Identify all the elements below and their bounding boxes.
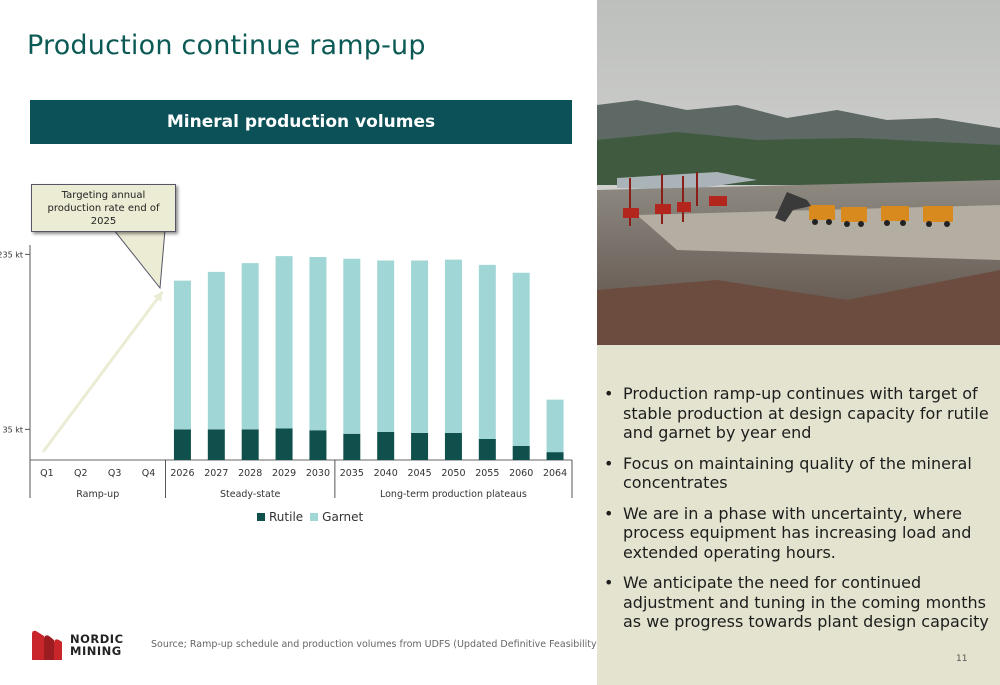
x-tick-label: Q3 xyxy=(108,468,122,479)
x-tick-label: 2027 xyxy=(204,468,228,479)
bullet-text: We are in a phase with uncertainty, wher… xyxy=(623,503,972,562)
bar-rutile-2060 xyxy=(512,446,530,460)
bar-rutile-2064 xyxy=(546,452,564,460)
bar-garnet-2050 xyxy=(444,259,462,433)
x-tick-label: Q2 xyxy=(74,468,88,479)
callout-box: Targeting annual production rate end of … xyxy=(31,184,176,232)
bar-rutile-2030 xyxy=(309,430,327,460)
quarry-photo xyxy=(597,0,1000,345)
bullet-text: Focus on maintaining quality of the mine… xyxy=(623,453,972,493)
legend-garnet-swatch xyxy=(310,513,319,521)
bar-rutile-2050 xyxy=(444,432,462,460)
x-tick-label: 2050 xyxy=(441,468,465,479)
y-tick-label: 235 kt xyxy=(0,250,23,259)
commentary-bullets: • Production ramp-up continues with targe… xyxy=(602,384,992,643)
x-tick-label: 2060 xyxy=(509,468,533,479)
chart-legend: Rutile Garnet xyxy=(257,510,363,524)
group-label: Ramp-up xyxy=(76,489,119,500)
x-tick-label: 2035 xyxy=(340,468,364,479)
bar-garnet-2027 xyxy=(207,271,225,430)
production-chart: 35 kt 235 kt Q1 Q2 Q3 Q4 2026 2027 2028 2029 2030 2… xyxy=(0,245,573,500)
bar-garnet-2026 xyxy=(173,280,191,430)
legend-rutile-swatch xyxy=(257,513,265,521)
ramp-up-arrow-head xyxy=(153,291,163,302)
bar-garnet-2040 xyxy=(377,260,395,432)
bar-garnet-2035 xyxy=(343,258,361,434)
x-tick-label: 2045 xyxy=(407,468,431,479)
x-tick-label: Q4 xyxy=(142,468,156,479)
bar-garnet-2028 xyxy=(241,263,259,430)
bar-rutile-2027 xyxy=(207,429,225,460)
x-tick-label: Q1 xyxy=(40,468,54,479)
bar-garnet-2055 xyxy=(478,264,496,439)
x-tick-label: 2040 xyxy=(374,468,398,479)
y-tick-label: 35 kt xyxy=(3,425,24,434)
bar-rutile-2026 xyxy=(173,429,191,460)
bar-garnet-2064 xyxy=(546,399,564,453)
bar-rutile-2029 xyxy=(275,428,293,460)
ramp-up-arrow xyxy=(41,290,164,453)
x-tick-label: 2064 xyxy=(543,468,567,479)
bullet-item: • We anticipate the need for continued ad… xyxy=(604,573,989,631)
bullet-text: Production ramp-up continues with target… xyxy=(623,384,989,442)
bar-garnet-2060 xyxy=(512,272,530,446)
legend-garnet-label: Garnet xyxy=(322,510,364,524)
legend-rutile-label: Rutile xyxy=(269,510,304,524)
page-number: 11 xyxy=(956,654,968,664)
group-label: Long-term production plateaus xyxy=(380,489,527,500)
commentary-panel xyxy=(597,345,1000,685)
bar-rutile-2040 xyxy=(377,432,395,460)
bullet-text: We anticipate the need for continued adj… xyxy=(623,573,989,631)
slide-title: Production continue ramp-up xyxy=(27,30,426,61)
nordic-mining-logo-icon xyxy=(32,630,62,660)
logo-line-1: NORDIC xyxy=(70,632,124,646)
bar-rutile-2035 xyxy=(343,433,361,460)
chart-banner-label: Mineral production volumes xyxy=(166,112,436,132)
logo-line-2: MINING xyxy=(70,644,122,658)
bar-rutile-2055 xyxy=(478,439,496,460)
company-logo: NORDIC MINING xyxy=(30,628,124,662)
chart-banner: Mineral production volumes xyxy=(30,100,572,144)
x-tick-label: 2029 xyxy=(272,468,296,479)
bullet-item: • We are in a phase with uncertainty, whe… xyxy=(604,503,972,562)
x-tick-label: 2026 xyxy=(170,468,194,479)
bar-rutile-2045 xyxy=(411,432,429,460)
x-tick-label: 2030 xyxy=(306,468,330,479)
bar-rutile-2028 xyxy=(241,429,259,460)
x-tick-label: 2028 xyxy=(238,468,262,479)
bar-garnet-2045 xyxy=(411,260,429,433)
source-note: Source; Ramp-up schedule and production … xyxy=(151,639,631,650)
x-tick-label: 2055 xyxy=(475,468,499,479)
bullet-item: • Focus on maintaining quality of the min… xyxy=(604,453,972,493)
group-label: Steady-state xyxy=(220,489,281,500)
bar-garnet-2029 xyxy=(275,256,293,429)
bullet-item: • Production ramp-up continues with targe… xyxy=(604,384,989,442)
bar-garnet-2030 xyxy=(309,257,327,431)
callout-text: Targeting annual production rate end of … xyxy=(47,189,160,227)
